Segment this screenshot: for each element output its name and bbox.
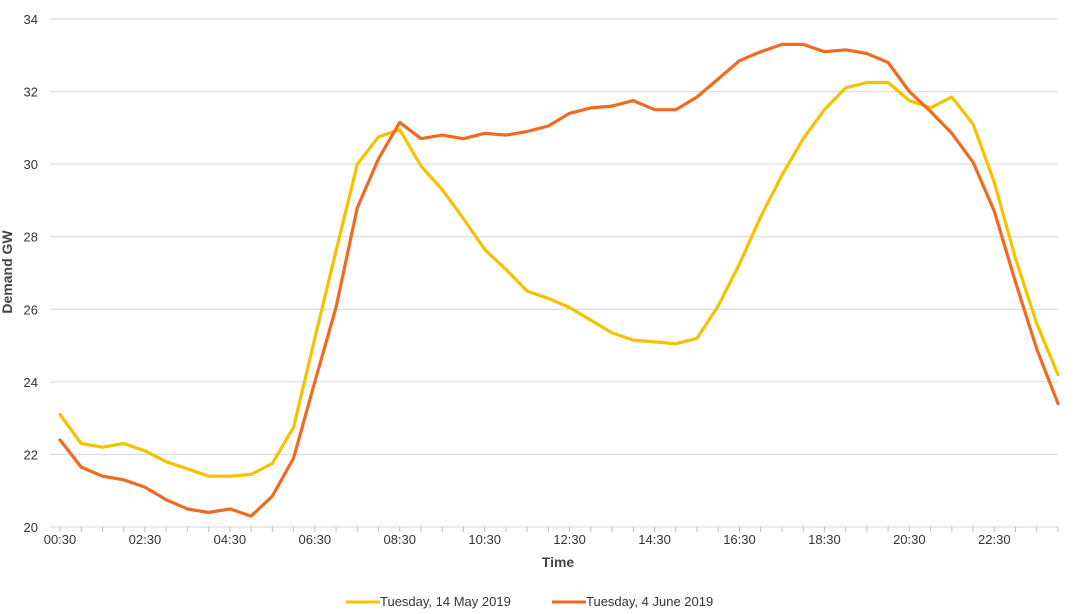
x-tick-label: 06:30 <box>299 532 332 547</box>
grid-lines <box>50 18 1058 528</box>
y-tick-label: 24 <box>24 375 38 390</box>
series-line-1 <box>58 80 1060 478</box>
x-tick-label: 02:30 <box>129 532 162 547</box>
y-tick-label: 26 <box>24 302 38 317</box>
x-tick-label: 20:30 <box>893 532 926 547</box>
x-tick-label: 18:30 <box>808 532 841 547</box>
y-axis-ticks: 20 22 24 26 28 30 32 34 <box>24 12 38 535</box>
y-tick-label: 34 <box>24 12 38 27</box>
y-tick-label: 22 <box>24 447 38 462</box>
x-tick-label: 08:30 <box>383 532 416 547</box>
y-tick-label: 32 <box>24 85 38 100</box>
legend-label-1: Tuesday, 14 May 2019 <box>380 594 511 609</box>
x-tick-label: 12:30 <box>553 532 586 547</box>
y-axis-title: Demand GW <box>0 230 15 314</box>
y-tick-label: 30 <box>24 157 38 172</box>
x-axis-ticks: 00:30 02:30 04:30 06:30 08:30 10:30 12:30 14:30… <box>44 527 1059 547</box>
legend-label-2: Tuesday, 4 June 2019 <box>586 594 713 609</box>
y-tick-label: 20 <box>24 520 38 535</box>
x-tick-label: 10:30 <box>468 532 501 547</box>
x-tick-label: 22:30 <box>978 532 1011 547</box>
y-tick-label: 28 <box>24 230 38 245</box>
x-tick-label: 14:30 <box>638 532 671 547</box>
x-tick-label: 04:30 <box>214 532 247 547</box>
legend: Tuesday, 14 May 2019 Tuesday, 4 June 2019 <box>346 594 713 609</box>
x-axis-title: Time <box>542 554 575 570</box>
series-line-2 <box>58 42 1060 518</box>
x-tick-label: 16:30 <box>723 532 756 547</box>
series-lines <box>58 42 1060 518</box>
x-tick-label: 00:30 <box>44 532 77 547</box>
